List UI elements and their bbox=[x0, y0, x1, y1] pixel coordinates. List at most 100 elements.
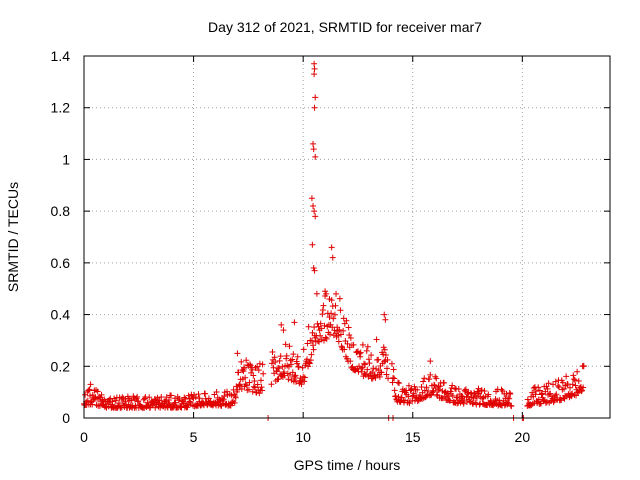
data-point bbox=[256, 390, 263, 397]
data-point bbox=[391, 387, 398, 394]
data-point bbox=[249, 366, 256, 373]
data-point bbox=[305, 323, 312, 330]
data-point bbox=[310, 346, 317, 353]
data-point bbox=[182, 396, 189, 403]
data-point bbox=[498, 386, 505, 393]
x-tick-label: 20 bbox=[515, 429, 531, 445]
x-tick-label: 10 bbox=[295, 429, 311, 445]
data-point bbox=[307, 357, 314, 364]
data-point bbox=[317, 320, 324, 327]
data-point bbox=[430, 388, 437, 395]
data-point bbox=[560, 385, 567, 392]
data-point bbox=[343, 317, 350, 324]
data-point bbox=[431, 381, 438, 388]
data-point bbox=[286, 343, 293, 350]
data-point bbox=[364, 343, 371, 350]
data-point bbox=[232, 394, 239, 401]
data-point bbox=[279, 363, 286, 370]
data-point bbox=[311, 104, 318, 111]
data-point bbox=[269, 348, 276, 355]
data-point bbox=[254, 381, 261, 388]
data-point bbox=[382, 351, 389, 358]
data-point bbox=[119, 394, 126, 401]
data-point bbox=[350, 341, 357, 348]
data-point bbox=[312, 153, 319, 160]
data-point bbox=[318, 325, 325, 332]
data-point bbox=[298, 381, 305, 388]
data-point bbox=[427, 371, 434, 378]
data-point bbox=[165, 399, 172, 406]
data-point bbox=[539, 390, 546, 397]
data-point bbox=[234, 350, 241, 357]
y-tick-label: 0.8 bbox=[51, 203, 71, 219]
data-point bbox=[433, 391, 440, 398]
data-point bbox=[292, 372, 299, 379]
data-point bbox=[535, 384, 542, 391]
data-point bbox=[569, 381, 576, 388]
data-point bbox=[388, 360, 395, 367]
data-point bbox=[455, 386, 462, 393]
data-point bbox=[356, 350, 363, 357]
data-point bbox=[268, 381, 275, 388]
data-point bbox=[287, 371, 294, 378]
data-point bbox=[359, 341, 366, 348]
data-point bbox=[260, 370, 267, 377]
grid-lines bbox=[84, 56, 610, 418]
data-point bbox=[259, 387, 266, 394]
data-point bbox=[311, 60, 318, 67]
data-point bbox=[171, 395, 178, 402]
data-point bbox=[568, 393, 575, 400]
data-point bbox=[311, 71, 318, 78]
data-point bbox=[314, 338, 321, 345]
data-point bbox=[481, 387, 488, 394]
data-point bbox=[238, 358, 245, 365]
data-point bbox=[478, 387, 485, 394]
data-point bbox=[283, 352, 290, 359]
data-point bbox=[312, 94, 319, 101]
data-point bbox=[321, 322, 328, 329]
data-point bbox=[507, 391, 514, 398]
data-point bbox=[300, 346, 307, 353]
data-point bbox=[572, 382, 579, 389]
data-point bbox=[326, 314, 333, 321]
data-point bbox=[245, 386, 252, 393]
data-point bbox=[473, 394, 480, 401]
data-point bbox=[506, 395, 513, 402]
data-point bbox=[409, 393, 416, 400]
data-point bbox=[175, 397, 182, 404]
data-point bbox=[196, 395, 203, 402]
data-point bbox=[277, 353, 284, 360]
data-point bbox=[276, 357, 283, 364]
data-point bbox=[341, 346, 348, 353]
data-point bbox=[362, 361, 369, 368]
data-point bbox=[389, 379, 396, 386]
data-point bbox=[465, 393, 472, 400]
data-point bbox=[273, 368, 280, 375]
x-tick-labels: 0 5 10 15 20 bbox=[80, 429, 530, 445]
data-point bbox=[506, 390, 513, 397]
data-point bbox=[192, 394, 199, 401]
data-point bbox=[553, 391, 560, 398]
data-point bbox=[310, 265, 317, 272]
data-point bbox=[373, 336, 380, 343]
data-point bbox=[290, 351, 297, 358]
data-point bbox=[172, 399, 179, 406]
data-point bbox=[580, 384, 587, 391]
data-point bbox=[195, 391, 202, 398]
data-point bbox=[158, 394, 165, 401]
data-point bbox=[364, 366, 371, 373]
data-point bbox=[550, 381, 557, 388]
data-point bbox=[220, 396, 227, 403]
data-point bbox=[280, 327, 287, 334]
data-point bbox=[309, 241, 316, 248]
data-point bbox=[536, 387, 543, 394]
data-point bbox=[554, 382, 561, 389]
data-point bbox=[394, 379, 401, 386]
data-point bbox=[228, 392, 235, 399]
data-point bbox=[275, 375, 282, 382]
data-point bbox=[461, 387, 468, 394]
data-point bbox=[579, 387, 586, 394]
data-point bbox=[447, 388, 454, 395]
data-point bbox=[460, 400, 467, 407]
